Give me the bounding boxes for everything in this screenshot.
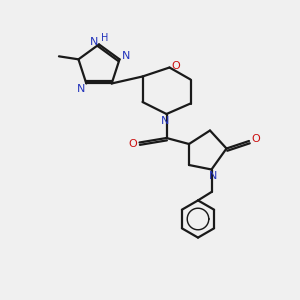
- Text: H: H: [101, 33, 108, 43]
- Text: N: N: [209, 171, 217, 181]
- Text: N: N: [122, 51, 130, 61]
- Text: N: N: [77, 84, 85, 94]
- Text: N: N: [90, 37, 99, 47]
- Text: O: O: [128, 139, 137, 149]
- Text: O: O: [172, 61, 181, 71]
- Text: O: O: [251, 134, 260, 145]
- Text: N: N: [161, 116, 169, 126]
